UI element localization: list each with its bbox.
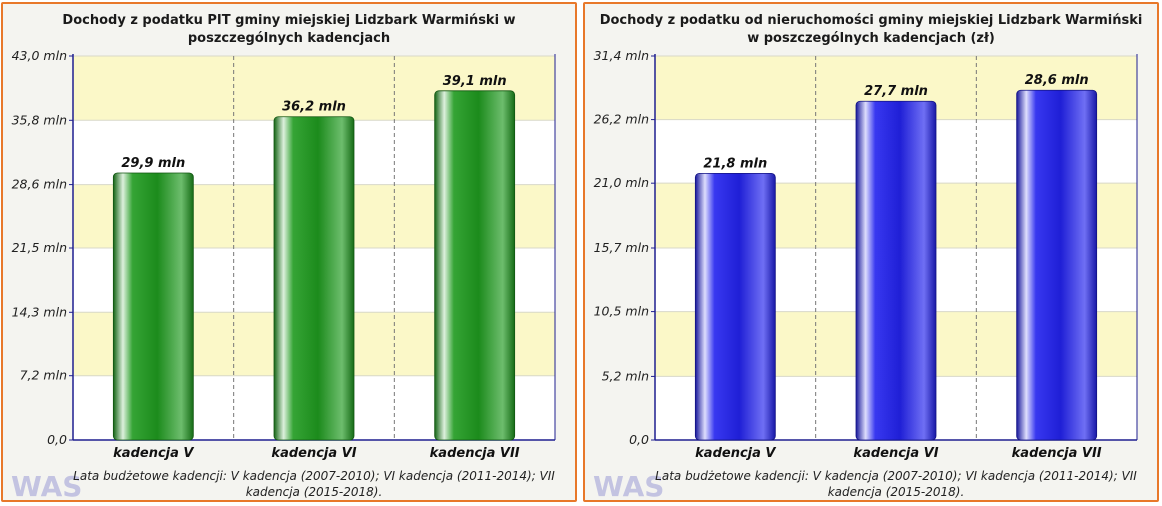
x-tick-label: kadencja V <box>113 446 194 461</box>
x-tick-label: kadencja V <box>695 446 776 461</box>
chart-footnote: Lata budżetowe kadencji: V kadencja (200… <box>73 469 555 499</box>
chart-panel-pit: Dochody z podatku PIT gminy miejskiej Li… <box>1 2 577 502</box>
y-tick-label: 28,6 mln <box>12 177 67 192</box>
x-tick-label: kadencja VII <box>430 446 520 461</box>
bar <box>434 90 516 441</box>
bar <box>112 172 194 441</box>
bar-value-label: 36,2 mln <box>282 100 346 115</box>
was-logo-icon: WAS <box>593 470 664 500</box>
y-tick-label: 35,8 mln <box>12 112 67 127</box>
bar <box>1016 89 1098 441</box>
bar-chart-property-tax: 0,0 5,2 mln 10,5 mln 15,7 mln 21,0 mln 26,2 m… <box>594 48 1138 461</box>
bar-value-label: 21,8 mln <box>703 156 767 171</box>
bar-chart-pit: 0,0 7,2 mln 14,3 mln 21,5 mln 28,6 mln 35,8 m… <box>12 48 556 461</box>
y-tick-label: 15,7 mln <box>594 240 649 255</box>
y-tick-label: 31,4 mln <box>594 48 649 63</box>
y-tick-label: 5,2 mln <box>602 368 650 383</box>
y-tick-label: 10,5 mln <box>594 304 649 319</box>
y-tick-label: 21,0 mln <box>594 175 649 190</box>
bar <box>273 116 355 441</box>
bar-value-label: 29,9 mln <box>121 156 185 171</box>
chart-panel-property-tax: Dochody z podatku od nieruchomości gminy… <box>583 2 1159 502</box>
chart-title: Dochody z podatku od nieruchomości gminy… <box>599 13 1143 46</box>
logo-text: WAS <box>11 470 82 500</box>
y-tick-label: 21,5 mln <box>12 240 67 255</box>
y-tick-label: 26,2 mln <box>594 112 649 127</box>
y-tick-label: 7,2 mln <box>20 368 68 383</box>
was-logo-icon: WAS <box>11 470 82 500</box>
y-tick-label: 0,0 <box>629 432 649 447</box>
x-tick-label: kadencja VII <box>1012 446 1102 461</box>
x-tick-label: kadencja VI <box>271 446 356 461</box>
chart-footnote: Lata budżetowe kadencji: V kadencja (200… <box>655 469 1137 499</box>
logo-text: WAS <box>593 470 664 500</box>
bar <box>694 173 776 441</box>
bar-value-label: 39,1 mln <box>443 74 507 89</box>
bar-value-label: 27,7 mln <box>864 84 928 99</box>
y-tick-label: 43,0 mln <box>12 48 67 63</box>
x-tick-label: kadencja VI <box>853 446 938 461</box>
bar-value-label: 28,6 mln <box>1025 73 1089 88</box>
y-tick-label: 0,0 <box>47 432 67 447</box>
y-tick-label: 14,3 mln <box>12 304 67 319</box>
chart-title: Dochody z podatku PIT gminy miejskiej Li… <box>62 13 516 46</box>
bar <box>855 100 937 441</box>
